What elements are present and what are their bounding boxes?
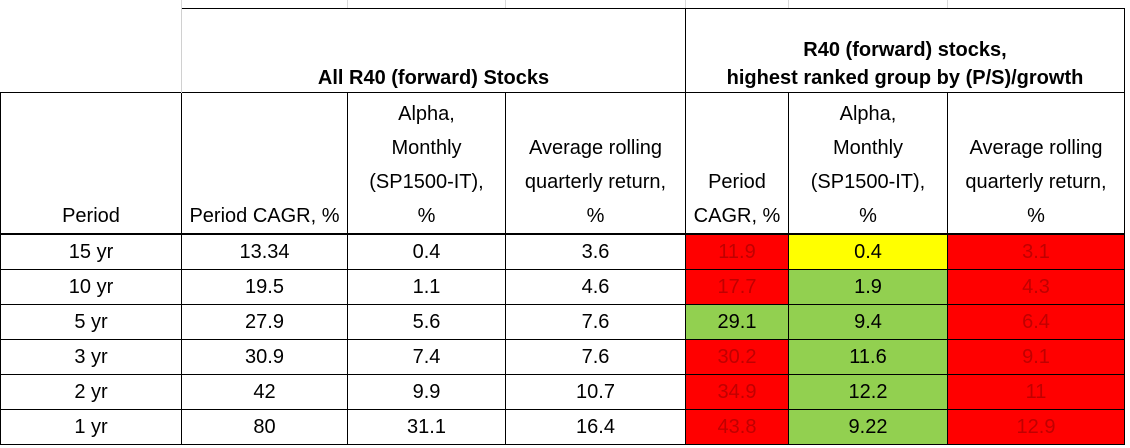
column-header-row: Period Period CAGR, % Alpha, Monthly (SP… [0, 92, 1125, 235]
gridline [788, 0, 789, 8]
results-table: All R40 (forward) Stocks R40 (forward) s… [0, 8, 1125, 445]
column-header-line: Average rolling [528, 136, 663, 159]
column-header-line: Alpha, [839, 102, 897, 125]
column-header-top-avg-quarterly: Average rolling quarterly return, % [947, 92, 1125, 235]
avg-quarterly-cell: 7.6 [505, 304, 686, 340]
column-header-line: quarterly return, [524, 170, 667, 193]
top-alpha-cell: 0.4 [788, 233, 948, 270]
column-header-alpha: Alpha, Monthly (SP1500-IT), % [347, 92, 506, 235]
column-header-line: (SP1500-IT), [810, 170, 926, 193]
top-avg-quarterly-cell: 9.1 [947, 339, 1125, 375]
cagr-cell: 30.9 [181, 339, 348, 375]
column-header-line: Period CAGR, % [189, 204, 340, 227]
alpha-cell: 9.9 [347, 374, 506, 410]
group-header-row: All R40 (forward) Stocks R40 (forward) s… [0, 8, 1125, 93]
avg-quarterly-cell: 10.7 [505, 374, 686, 410]
table-row: 3 yr 30.9 7.4 7.6 30.2 11.6 9.1 [0, 339, 1125, 375]
column-header-line: Alpha, [398, 102, 455, 125]
column-header-period: Period [0, 92, 182, 235]
top-avg-quarterly-cell: 4.3 [947, 269, 1125, 305]
top-alpha-cell: 9.4 [788, 304, 948, 340]
top-avg-quarterly-cell: 3.1 [947, 233, 1125, 270]
table-row: 5 yr 27.9 5.6 7.6 29.1 9.4 6.4 [0, 304, 1125, 340]
corner-cell [0, 8, 182, 93]
avg-quarterly-cell: 7.6 [505, 339, 686, 375]
avg-quarterly-cell: 3.6 [505, 233, 686, 270]
column-header-line: % [1027, 204, 1045, 227]
gridline [947, 0, 948, 8]
alpha-cell: 31.1 [347, 409, 506, 445]
cagr-cell: 19.5 [181, 269, 348, 305]
group-header-top-group-line2: highest ranked group by (P/S)/growth [726, 67, 1084, 89]
top-cagr-cell: 34.9 [685, 374, 789, 410]
group-header-top-group: R40 (forward) stocks, highest ranked gro… [685, 8, 1125, 93]
gridline [181, 0, 182, 8]
group-header-all-stocks: All R40 (forward) Stocks [181, 8, 686, 93]
column-header-line: % [859, 204, 877, 227]
cagr-cell: 42 [181, 374, 348, 410]
alpha-cell: 5.6 [347, 304, 506, 340]
alpha-cell: 7.4 [347, 339, 506, 375]
group-header-all-stocks-label: All R40 (forward) Stocks [317, 67, 550, 89]
period-cell: 3 yr [0, 339, 182, 375]
column-header-avg-quarterly: Average rolling quarterly return, % [505, 92, 686, 235]
avg-quarterly-cell: 16.4 [505, 409, 686, 445]
period-cell: 15 yr [0, 233, 182, 270]
top-alpha-cell: 11.6 [788, 339, 948, 375]
top-cagr-cell: 29.1 [685, 304, 789, 340]
period-cell: 10 yr [0, 269, 182, 305]
column-header-line: Monthly [832, 136, 904, 159]
top-avg-quarterly-cell: 12.9 [947, 409, 1125, 445]
column-header-line: Average rolling [969, 136, 1103, 159]
avg-quarterly-cell: 4.6 [505, 269, 686, 305]
top-cagr-cell: 11.9 [685, 233, 789, 270]
cagr-cell: 27.9 [181, 304, 348, 340]
column-header-line: Period [62, 204, 120, 227]
top-cagr-cell: 30.2 [685, 339, 789, 375]
column-header-top-cagr: Period CAGR, % [685, 92, 789, 235]
top-cagr-cell: 43.8 [685, 409, 789, 445]
cagr-cell: 13.34 [181, 233, 348, 270]
period-cell: 5 yr [0, 304, 182, 340]
period-cell: 1 yr [0, 409, 182, 445]
table-row: 2 yr 42 9.9 10.7 34.9 12.2 11 [0, 374, 1125, 410]
column-header-line: Monthly [391, 136, 462, 159]
gridline [685, 0, 686, 8]
top-alpha-cell: 12.2 [788, 374, 948, 410]
alpha-cell: 1.1 [347, 269, 506, 305]
alpha-cell: 0.4 [347, 233, 506, 270]
table-row: 1 yr 80 31.1 16.4 43.8 9.22 12.9 [0, 409, 1125, 445]
gridline [505, 0, 506, 8]
top-alpha-cell: 1.9 [788, 269, 948, 305]
table-row: 10 yr 19.5 1.1 4.6 17.7 1.9 4.3 [0, 269, 1125, 305]
gridline [347, 0, 348, 8]
top-avg-quarterly-cell: 6.4 [947, 304, 1125, 340]
column-header-line: quarterly return, [965, 170, 1107, 193]
top-cagr-cell: 17.7 [685, 269, 789, 305]
cagr-cell: 80 [181, 409, 348, 445]
column-header-line: % [417, 204, 436, 227]
top-avg-quarterly-cell: 11 [947, 374, 1125, 410]
column-header-line: CAGR, % [693, 204, 781, 227]
column-header-line: (SP1500-IT), [369, 170, 484, 193]
period-cell: 2 yr [0, 374, 182, 410]
table-row: 15 yr 13.34 0.4 3.6 11.9 0.4 3.1 [0, 233, 1125, 270]
group-header-top-group-line1: R40 (forward) stocks, [803, 39, 1007, 61]
top-alpha-cell: 9.22 [788, 409, 948, 445]
column-header-cagr: Period CAGR, % [181, 92, 348, 235]
column-header-line: % [586, 204, 605, 227]
column-header-top-alpha: Alpha, Monthly (SP1500-IT), % [788, 92, 948, 235]
column-header-line: Period [708, 170, 766, 193]
